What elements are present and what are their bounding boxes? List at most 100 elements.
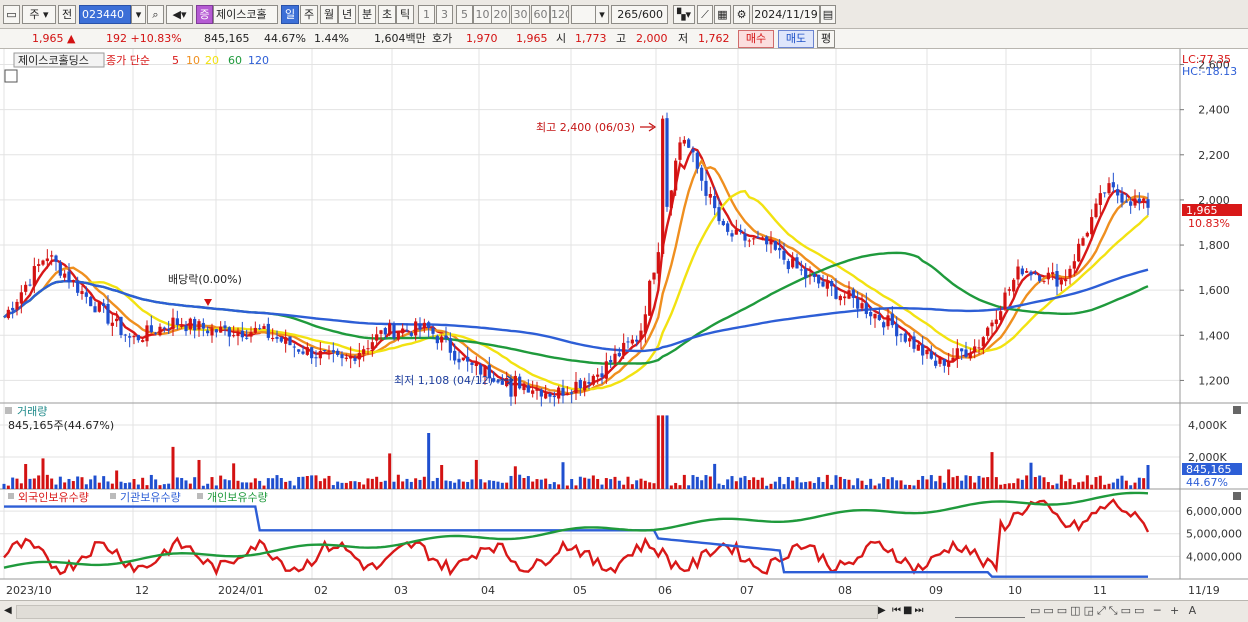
stock-name-field[interactable]: 제이스코홀: [213, 5, 278, 24]
zoom-slider[interactable]: [955, 605, 1025, 618]
volume-bar: [1029, 462, 1033, 489]
candle-body: [262, 326, 266, 330]
volume-bar: [11, 477, 15, 489]
interval-button-4[interactable]: 20: [491, 5, 510, 24]
candle-body: [132, 335, 136, 338]
speaker-icon[interactable]: ◀▾: [166, 5, 193, 24]
x-label-6: 05: [573, 584, 587, 597]
period-button-5[interactable]: 초: [378, 5, 396, 24]
code-dropdown-icon[interactable]: ▾: [131, 5, 146, 24]
window-menu-icon[interactable]: ▭: [3, 5, 20, 24]
candle-body: [409, 332, 413, 336]
ma-legend-60[interactable]: 60: [228, 54, 242, 67]
period-button-1[interactable]: 주: [300, 5, 318, 24]
scroll-track[interactable]: [16, 605, 878, 619]
scroll-left-icon[interactable]: ◀: [4, 605, 12, 616]
stock-code-input[interactable]: 023440: [79, 5, 131, 24]
volume-bar: [301, 476, 305, 489]
volume-bar: [838, 476, 842, 489]
market-select[interactable]: 주 ▾: [22, 5, 56, 24]
volume-bar: [1111, 482, 1115, 489]
chart-grid: [0, 49, 1180, 579]
period-button-3[interactable]: 년: [338, 5, 356, 24]
stock-name-tab[interactable]: [13, 52, 105, 68]
candle-body: [19, 292, 23, 304]
ma-legend-20[interactable]: 20: [205, 54, 219, 67]
interval-button-6[interactable]: 60: [531, 5, 550, 24]
data-count-field[interactable]: 265/600: [611, 5, 668, 24]
calendar-icon[interactable]: ▤: [820, 5, 836, 24]
chart-tools-icons[interactable]: ▭▭▭◫◲⤢⤡▭▭ ─ + A: [1030, 604, 1200, 617]
holding-legend-1[interactable]: 기관보유수량: [120, 491, 181, 504]
interval-button-7[interactable]: 120: [550, 5, 569, 24]
date-field[interactable]: 2024/11/19: [752, 5, 820, 24]
candle-body: [591, 375, 595, 385]
volume-panel-icon[interactable]: [5, 407, 12, 414]
period-button-0[interactable]: 일: [281, 5, 299, 24]
search-icon[interactable]: ⌕: [147, 5, 164, 24]
interval-button-0[interactable]: 1: [418, 5, 435, 24]
candle-body: [1059, 279, 1063, 285]
ma-legend-10[interactable]: 10: [186, 54, 200, 67]
candlesticks: [6, 112, 1150, 407]
candle-body: [1038, 275, 1042, 282]
volume-bar: [591, 475, 595, 489]
buy-button[interactable]: 매수: [738, 30, 774, 48]
ma-legend-5[interactable]: 5: [172, 54, 179, 67]
volume-bar: [492, 480, 496, 489]
playback-controls[interactable]: ⏮■⏭: [892, 605, 926, 616]
volume-bar: [479, 479, 483, 489]
holding-legend-2[interactable]: 개인보유수량: [207, 491, 268, 504]
candle-body: [890, 313, 894, 326]
candle-body: [84, 292, 88, 297]
candle-body: [929, 351, 933, 359]
interval-button-1[interactable]: 3: [436, 5, 453, 24]
sell-button[interactable]: 매도: [778, 30, 814, 48]
holding-panel-close-icon[interactable]: [1233, 492, 1241, 500]
candle-body: [383, 328, 387, 335]
scroll-right-icon[interactable]: ▶: [878, 605, 886, 616]
holding-legend-0[interactable]: 외국인보유수량: [18, 491, 89, 504]
volume-bar: [704, 475, 708, 489]
candle-body: [128, 336, 132, 338]
volume-bar: [639, 478, 643, 489]
volume-bar: [1012, 483, 1016, 489]
chart-type-icon[interactable]: ▚▾: [673, 5, 695, 24]
candle-body: [574, 381, 578, 394]
draw-tool-icon[interactable]: ⟋: [697, 5, 713, 24]
period-button-6[interactable]: 틱: [396, 5, 414, 24]
interval-button-3[interactable]: 10: [473, 5, 492, 24]
volume-panel-close-icon[interactable]: [1233, 406, 1241, 414]
volume-bar: [912, 485, 916, 489]
holding-legend-icon-0[interactable]: [8, 493, 14, 499]
volume-bar: [669, 485, 673, 489]
candle-body: [578, 379, 582, 389]
volume-bar: [336, 481, 340, 489]
candle-body: [366, 348, 370, 350]
interval-dropdown-icon[interactable]: ▾: [595, 5, 609, 24]
candle-body: [258, 328, 262, 330]
period-button-4[interactable]: 분: [358, 5, 376, 24]
volume-bar: [45, 474, 49, 489]
period-button-2[interactable]: 월: [320, 5, 338, 24]
ma-legend-120[interactable]: 120: [248, 54, 269, 67]
holding-legend-icon-2[interactable]: [197, 493, 203, 499]
stock-chart[interactable]: 2,600 2,400 2,200 2,000 1,800 1,600 1,400 1,200…: [0, 49, 1248, 600]
volume-bar: [726, 479, 730, 489]
eval-button[interactable]: 평: [817, 30, 835, 48]
volume-bar: [240, 482, 244, 489]
volume-bar: [630, 484, 634, 489]
candle-body: [1124, 201, 1128, 203]
interval-button-5[interactable]: 30: [511, 5, 530, 24]
holding-lines: [3, 491, 1150, 578]
volume-bar: [37, 475, 41, 489]
prev-button[interactable]: 전: [58, 5, 76, 24]
grid-toggle-icon[interactable]: [4, 69, 18, 83]
interval-button-2[interactable]: 5: [456, 5, 473, 24]
volume-bar: [401, 481, 405, 489]
period-tool-icon[interactable]: ▦: [714, 5, 731, 24]
settings-gear-icon[interactable]: ⚙: [733, 5, 750, 24]
holding-tick-0: 6,000,000: [1186, 505, 1242, 518]
candle-body: [67, 271, 71, 283]
holding-legend-icon-1[interactable]: [110, 493, 116, 499]
